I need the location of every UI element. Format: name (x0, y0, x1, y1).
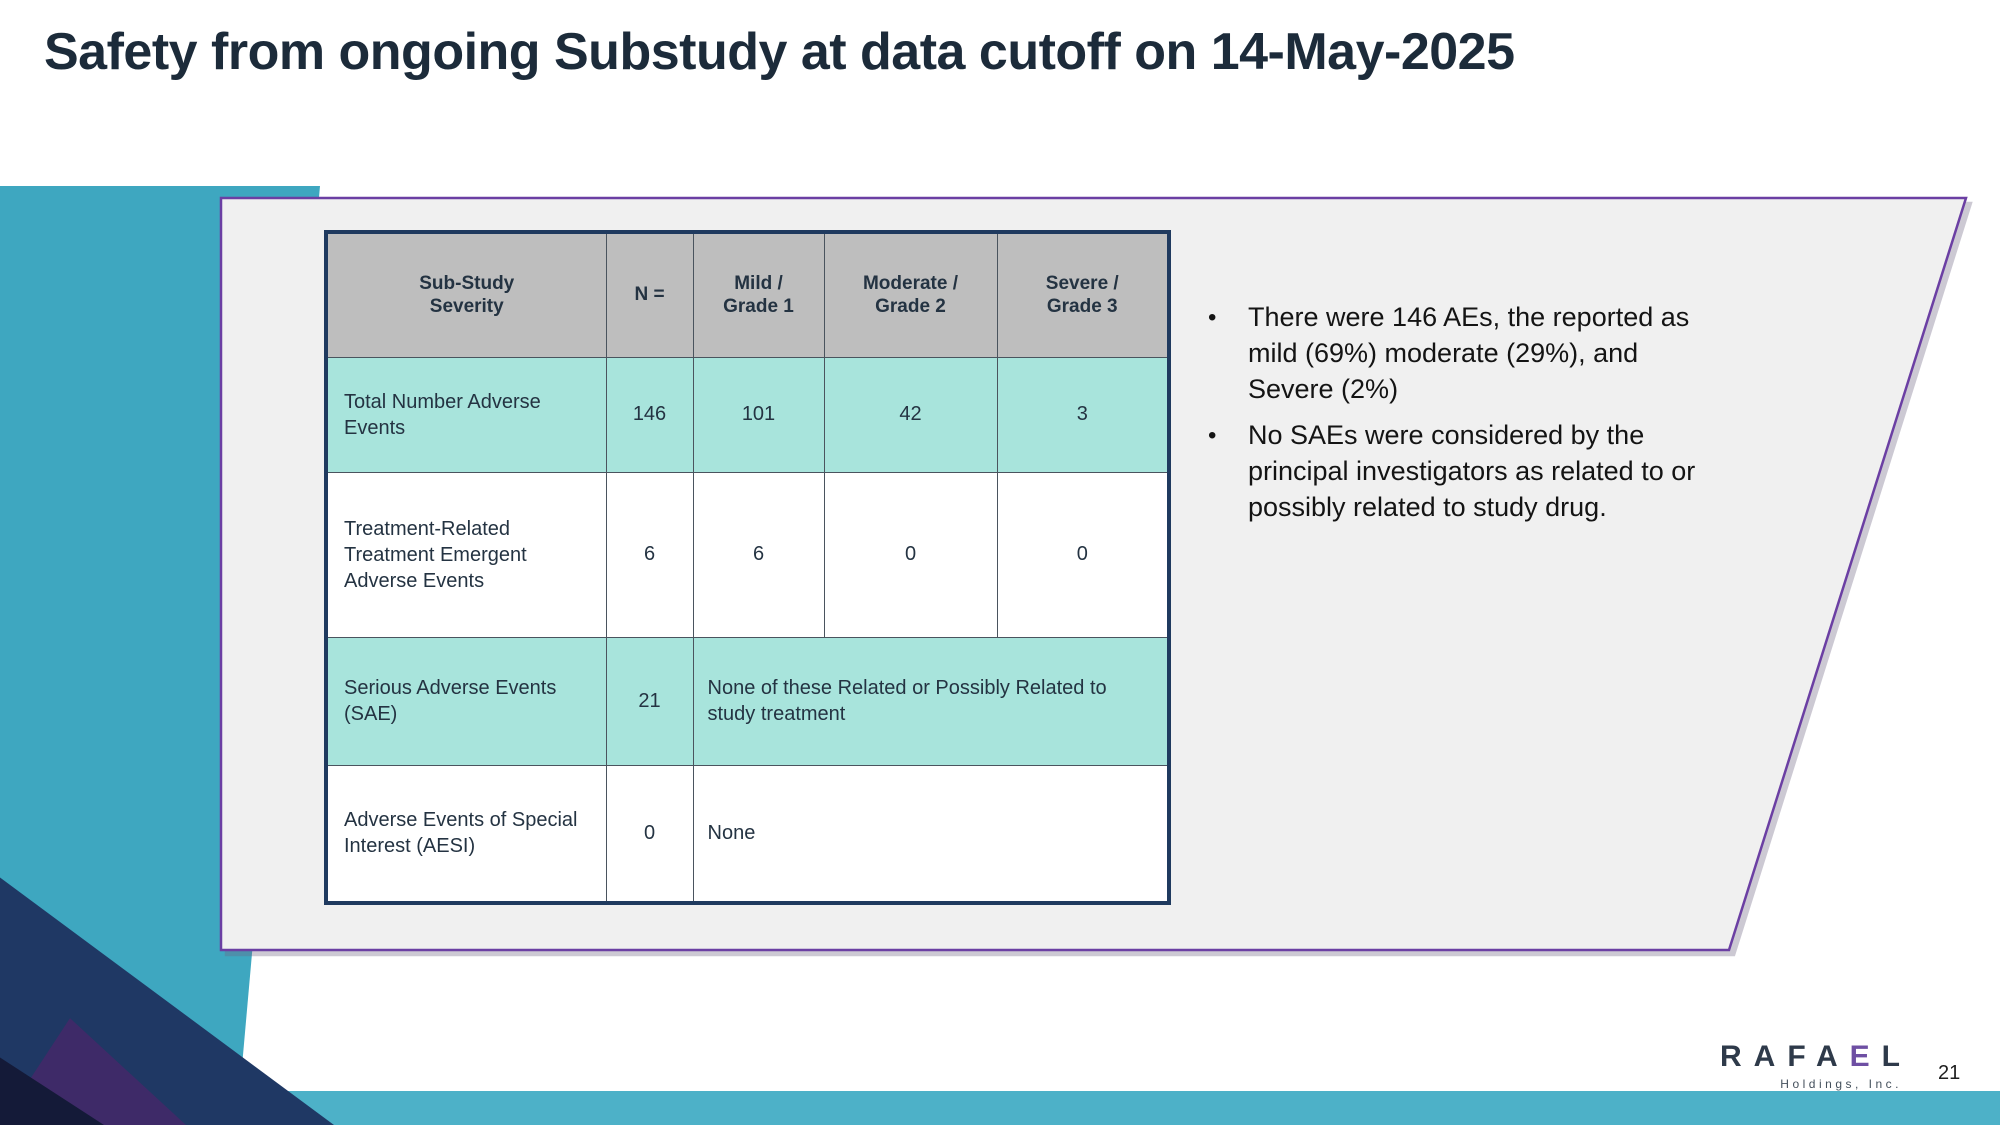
logo-accent-letter: E (1849, 1040, 1882, 1073)
value-cell: 21 (605, 636, 694, 766)
value-cell: 42 (823, 356, 998, 473)
bullet-text: No SAEs were considered by the principal… (1248, 419, 1696, 522)
bullet-dot: • (1208, 421, 1217, 449)
page-number: 21 (1938, 1062, 1961, 1084)
table-row-sae: Serious Adverse Events (SAE) 21 None of … (325, 636, 1170, 766)
bottom-teal-bar (0, 1091, 2000, 1125)
slide-title: Safety from ongoing Substudy at data cut… (44, 23, 1515, 81)
header-cell-moderate: Moderate / Grade 2 (823, 231, 998, 358)
value-cell: 6 (692, 471, 825, 638)
table-row-total-aes: Total Number Adverse Events 146 101 42 3 (325, 356, 1170, 473)
logo-subtitle: Holdings, Inc. (1780, 1077, 1902, 1091)
merged-cell: None (692, 764, 1170, 904)
table-row-aesi: Adverse Events of Special Interest (AESI… (325, 764, 1170, 904)
value-cell: 3 (996, 356, 1170, 473)
table-header-row: Sub-Study Severity N = Mild / Grade 1 Mo… (325, 231, 1170, 358)
row-label-cell: Total Number Adverse Events (325, 356, 607, 473)
header-cell-n: N = (605, 231, 694, 358)
value-cell: 0 (996, 471, 1170, 638)
header-cell-severe: Severe / Grade 3 (996, 231, 1170, 358)
table-row-treatment-related: Treatment-Related Treatment Emergent Adv… (325, 471, 1170, 638)
safety-table: Sub-Study Severity N = Mild / Grade 1 Mo… (324, 230, 1171, 905)
bullet-item: • No SAEs were considered by the princip… (1208, 418, 1728, 526)
header-cell-mild: Mild / Grade 1 (692, 231, 825, 358)
row-label-cell: Adverse Events of Special Interest (AESI… (325, 764, 607, 904)
rafael-logo: RAFAEL Holdings, Inc. (1712, 1040, 1912, 1091)
logo-brand-text: RAFAEL (1719, 1040, 1912, 1073)
value-cell: 101 (692, 356, 825, 473)
row-label-cell: Serious Adverse Events (SAE) (325, 636, 607, 766)
row-label-cell: Treatment-Related Treatment Emergent Adv… (325, 471, 607, 638)
value-cell: 146 (605, 356, 694, 473)
merged-cell: None of these Related or Possibly Relate… (692, 636, 1170, 766)
bullet-text: There were 146 AEs, the reported as mild… (1248, 302, 1690, 404)
value-cell: 0 (823, 471, 998, 638)
value-cell: 0 (605, 764, 694, 904)
bullet-list: • There were 146 AEs, the reported as mi… (1208, 300, 1728, 535)
header-cell-severity: Sub-Study Severity (325, 231, 607, 358)
bullet-dot: • (1208, 304, 1217, 331)
bullet-item: • There were 146 AEs, the reported as mi… (1208, 300, 1728, 408)
value-cell: 6 (605, 471, 694, 638)
